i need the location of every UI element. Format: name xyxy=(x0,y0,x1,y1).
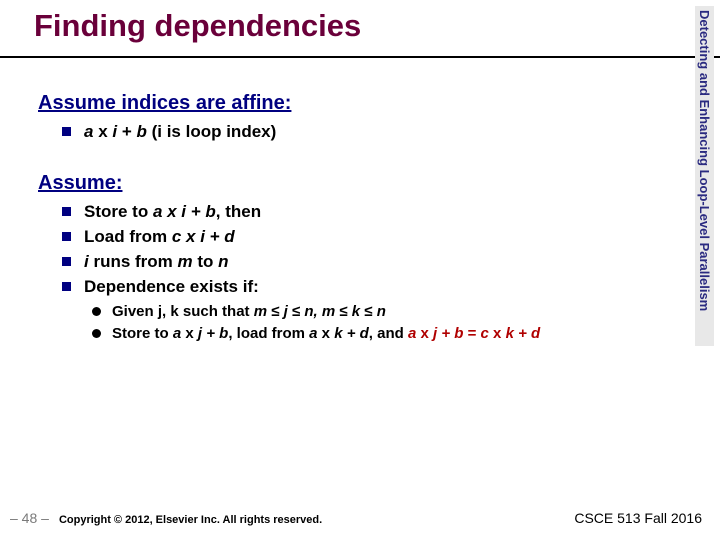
text-run: ≤ xyxy=(288,303,305,320)
expr-ital: m xyxy=(178,252,193,271)
expr-ital: c x i + d xyxy=(172,227,235,246)
expr-ital: a xyxy=(309,325,317,342)
text-run: ≤ xyxy=(360,303,377,320)
text-run: Load from xyxy=(84,227,172,246)
chapter-vertical-label: Detecting and Enhancing Loop-Level Paral… xyxy=(695,6,714,346)
expr-ital: n, m xyxy=(304,303,335,320)
list-item: i runs from m to n xyxy=(84,251,670,274)
expr-var: b xyxy=(136,122,146,141)
expr-text: + xyxy=(117,122,136,141)
bullet-list-2: Store to a x i + b, then Load from c x i… xyxy=(38,201,670,344)
text-run: Store to xyxy=(112,325,173,342)
section-heading-1: Assume indices are affine: xyxy=(38,92,670,115)
text-run: x xyxy=(318,325,335,342)
copyright-text: Copyright © 2012, Elsevier Inc. All righ… xyxy=(59,514,574,526)
text-run: ≤ xyxy=(335,303,352,320)
text-run: ≤ xyxy=(267,303,284,320)
text-run: Given j, k such that xyxy=(112,303,254,320)
slide-title: Finding dependencies xyxy=(34,8,720,44)
page-number: – 48 – xyxy=(10,510,49,526)
expr-ital: k + d xyxy=(334,325,369,342)
list-item: Load from c x i + d xyxy=(84,226,670,249)
equation-highlight: a x j + b = c x k + d xyxy=(408,325,540,342)
text-run: , load from xyxy=(228,325,309,342)
expr-ital: a x i + b xyxy=(153,202,216,221)
text-run: to xyxy=(193,252,219,271)
list-item: Dependence exists if: Given j, k such th… xyxy=(84,276,670,344)
section-heading-2: Assume: xyxy=(38,172,670,195)
text-run: , and xyxy=(369,325,408,342)
expr-ital: n xyxy=(218,252,228,271)
expr-text: x xyxy=(93,122,112,141)
slide: Finding dependencies Detecting and Enhan… xyxy=(0,0,720,540)
list-item: Store to a x j + b, load from a x k + d,… xyxy=(112,324,670,344)
text-run: runs from xyxy=(89,252,178,271)
text-run: x xyxy=(181,325,198,342)
text-run: Dependence exists if: xyxy=(84,277,259,296)
footer: – 48 – Copyright © 2012, Elsevier Inc. A… xyxy=(0,510,720,526)
sub-bullet-list: Given j, k such that m ≤ j ≤ n, m ≤ k ≤ … xyxy=(84,302,670,345)
list-item: Given j, k such that m ≤ j ≤ n, m ≤ k ≤ … xyxy=(112,302,670,322)
text-run: , then xyxy=(216,202,261,221)
list-item: Store to a x i + b, then xyxy=(84,201,670,224)
bullet-list-1: a x i + b (i is loop index) xyxy=(38,121,670,144)
expr-ital: k xyxy=(352,303,360,320)
title-bar: Finding dependencies xyxy=(0,0,720,58)
expr-ital: n xyxy=(377,303,386,320)
course-label: CSCE 513 Fall 2016 xyxy=(574,510,702,526)
expr-text: (i is loop index) xyxy=(147,122,276,141)
expr-ital: m xyxy=(254,303,267,320)
content-area: Assume indices are affine: a x i + b (i … xyxy=(0,58,720,344)
list-item: a x i + b (i is loop index) xyxy=(84,121,670,144)
text-run: Store to xyxy=(84,202,153,221)
expr-ital: a xyxy=(173,325,181,342)
expr-ital: j + b xyxy=(198,325,228,342)
